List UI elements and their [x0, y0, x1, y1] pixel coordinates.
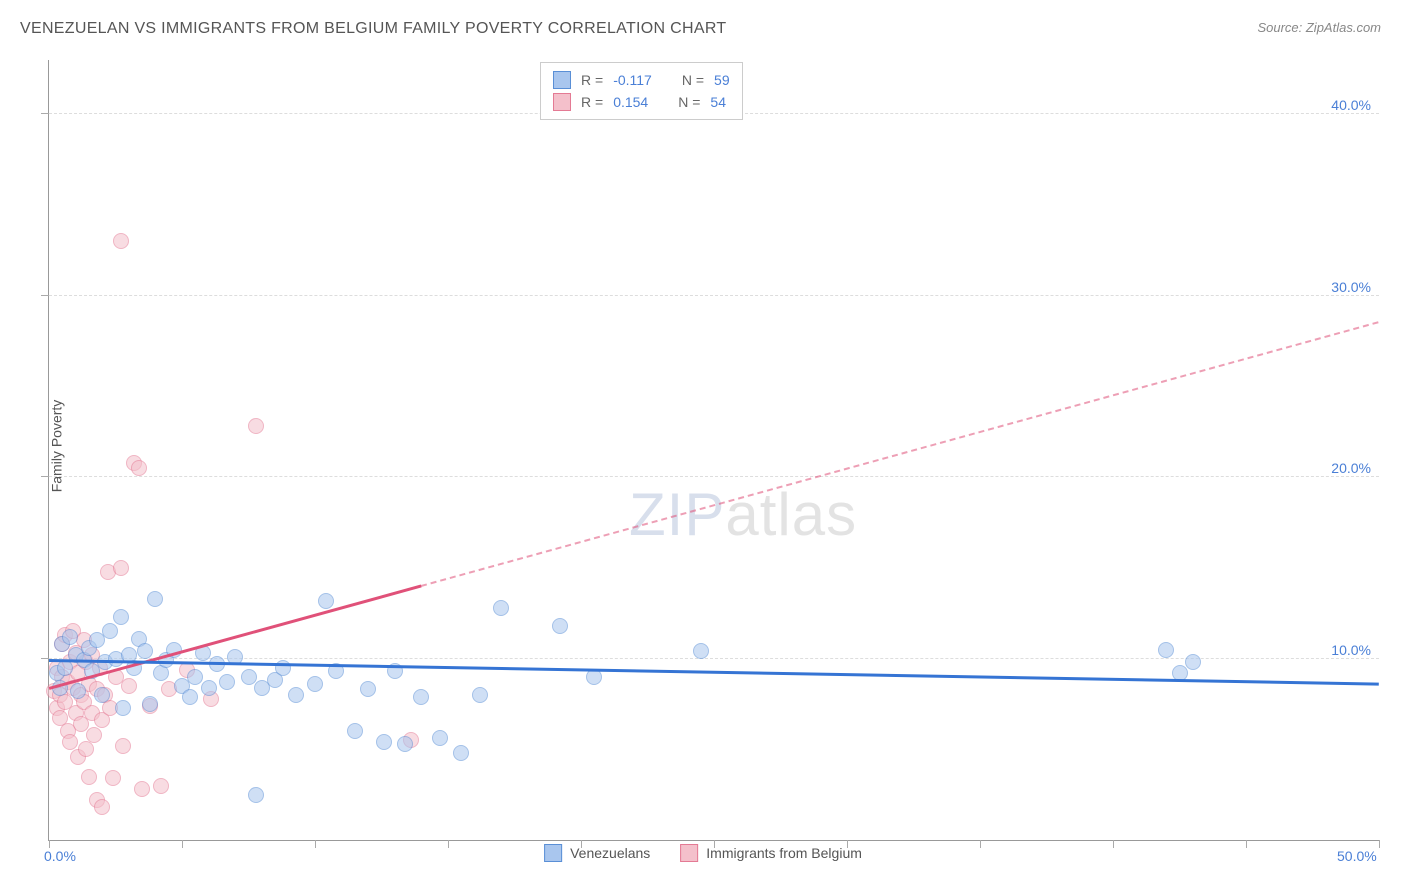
point-venezuelans [432, 730, 448, 746]
point-venezuelans [1185, 654, 1201, 670]
r-label: R = [581, 94, 603, 110]
point-belgium [131, 460, 147, 476]
point-venezuelans [219, 674, 235, 690]
point-belgium [121, 678, 137, 694]
swatch-venezuelans [544, 844, 562, 862]
point-venezuelans [360, 681, 376, 697]
point-venezuelans [693, 643, 709, 659]
point-belgium [248, 418, 264, 434]
point-venezuelans [552, 618, 568, 634]
point-venezuelans [115, 700, 131, 716]
point-belgium [115, 738, 131, 754]
legend-item-venezuelans: Venezuelans [544, 844, 650, 862]
scatter-plot-area: ZIPatlas 10.0%20.0%30.0%40.0%0.0%50.0% [48, 60, 1379, 841]
r-label: R = [581, 72, 603, 88]
point-venezuelans [113, 609, 129, 625]
swatch-belgium [680, 844, 698, 862]
series-legend: Venezuelans Immigrants from Belgium [544, 844, 862, 862]
r-value-belgium: 0.154 [613, 94, 648, 110]
point-belgium [62, 734, 78, 750]
r-value-venezuelans: -0.117 [613, 72, 652, 88]
point-belgium [134, 781, 150, 797]
point-venezuelans [472, 687, 488, 703]
point-venezuelans [137, 643, 153, 659]
x-tick-label: 50.0% [1337, 848, 1377, 864]
point-venezuelans [376, 734, 392, 750]
point-belgium [113, 233, 129, 249]
y-tick-label: 10.0% [1331, 642, 1371, 658]
trend-line-extrapolated [421, 321, 1379, 587]
gridline [49, 658, 1379, 659]
y-tick-label: 20.0% [1331, 460, 1371, 476]
point-belgium [113, 560, 129, 576]
point-belgium [105, 770, 121, 786]
point-belgium [81, 769, 97, 785]
point-venezuelans [201, 680, 217, 696]
swatch-belgium [553, 93, 571, 111]
watermark-atlas: atlas [725, 481, 857, 548]
point-venezuelans [397, 736, 413, 752]
point-venezuelans [248, 787, 264, 803]
chart-title: VENEZUELAN VS IMMIGRANTS FROM BELGIUM FA… [20, 20, 726, 38]
gridline [49, 295, 1379, 296]
point-belgium [78, 741, 94, 757]
point-venezuelans [102, 623, 118, 639]
point-venezuelans [1158, 642, 1174, 658]
point-venezuelans [62, 629, 78, 645]
legend-item-belgium: Immigrants from Belgium [680, 844, 862, 862]
point-venezuelans [307, 676, 323, 692]
point-venezuelans [147, 591, 163, 607]
point-venezuelans [142, 696, 158, 712]
point-venezuelans [288, 687, 304, 703]
correlation-legend: R = -0.117 N = 59 R = 0.154 N = 54 [540, 62, 743, 120]
n-value-belgium: 54 [710, 94, 726, 110]
legend-row-belgium: R = 0.154 N = 54 [553, 91, 730, 113]
point-venezuelans [453, 745, 469, 761]
x-tick-label: 0.0% [44, 848, 76, 864]
y-tick-label: 40.0% [1331, 97, 1371, 113]
n-label: N = [678, 94, 700, 110]
legend-label-belgium: Immigrants from Belgium [706, 845, 862, 861]
y-tick-label: 30.0% [1331, 279, 1371, 295]
source-attribution: Source: ZipAtlas.com [1257, 20, 1381, 35]
point-belgium [153, 778, 169, 794]
point-venezuelans [70, 683, 86, 699]
point-belgium [94, 799, 110, 815]
legend-label-venezuelans: Venezuelans [570, 845, 650, 861]
point-venezuelans [493, 600, 509, 616]
n-label: N = [682, 72, 704, 88]
point-venezuelans [94, 687, 110, 703]
swatch-venezuelans [553, 71, 571, 89]
gridline [49, 476, 1379, 477]
legend-row-venezuelans: R = -0.117 N = 59 [553, 69, 730, 91]
point-venezuelans [347, 723, 363, 739]
point-venezuelans [413, 689, 429, 705]
point-venezuelans [182, 689, 198, 705]
point-venezuelans [318, 593, 334, 609]
point-belgium [86, 727, 102, 743]
watermark: ZIPatlas [629, 480, 857, 549]
n-value-venezuelans: 59 [714, 72, 730, 88]
